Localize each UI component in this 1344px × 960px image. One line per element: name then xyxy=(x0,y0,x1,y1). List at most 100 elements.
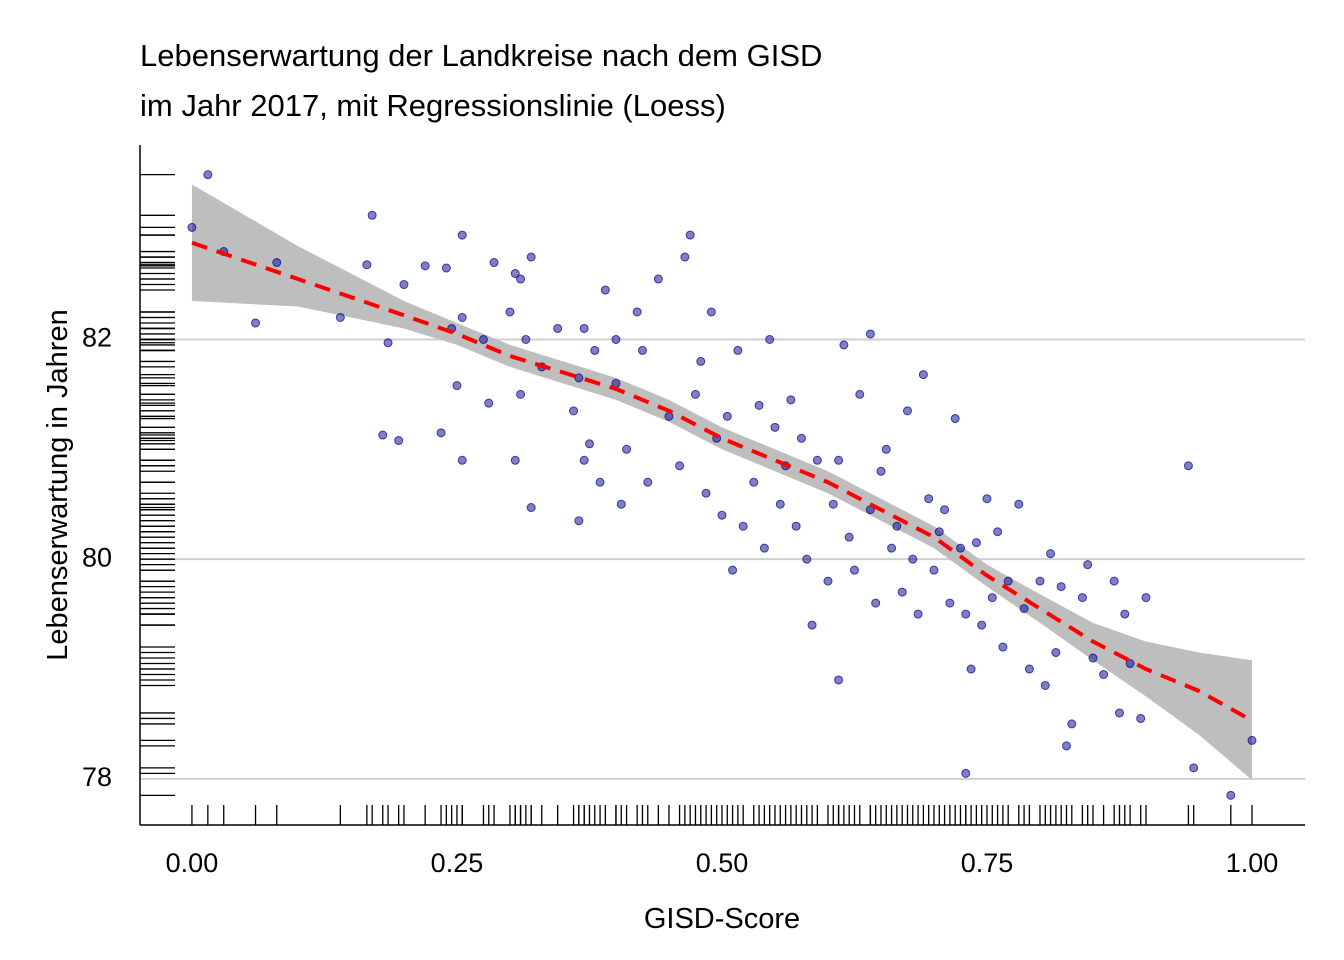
point xyxy=(367,210,377,220)
y-tick-label: 80 xyxy=(82,542,112,572)
point xyxy=(251,318,261,328)
point xyxy=(828,499,838,509)
point xyxy=(876,466,886,476)
point xyxy=(977,620,987,630)
point xyxy=(1024,664,1034,674)
point xyxy=(786,395,796,405)
x-tick-label: 0.75 xyxy=(961,848,1014,878)
point xyxy=(924,494,934,504)
point xyxy=(484,398,494,408)
point xyxy=(510,455,520,465)
point xyxy=(690,389,700,399)
point xyxy=(1035,576,1045,586)
point xyxy=(839,340,849,350)
point xyxy=(584,439,594,449)
point xyxy=(457,312,467,322)
point xyxy=(849,565,859,575)
point xyxy=(812,455,822,465)
point xyxy=(844,532,854,542)
point xyxy=(632,307,642,317)
point xyxy=(754,400,764,410)
point xyxy=(579,455,589,465)
point xyxy=(1109,576,1119,586)
point xyxy=(1051,648,1061,658)
point xyxy=(1019,604,1029,614)
point xyxy=(892,521,902,531)
point xyxy=(378,430,388,440)
point xyxy=(579,323,589,333)
point xyxy=(457,455,467,465)
point xyxy=(1014,499,1024,509)
point xyxy=(791,521,801,531)
point xyxy=(187,222,197,232)
point xyxy=(1183,461,1193,471)
chart-title: im Jahr 2017, mit Regressionslinie (Loes… xyxy=(140,88,726,123)
point xyxy=(865,329,875,339)
point xyxy=(897,587,907,597)
point xyxy=(961,609,971,619)
point xyxy=(1003,576,1013,586)
x-tick-label: 0.00 xyxy=(166,848,219,878)
point xyxy=(574,373,584,383)
point xyxy=(272,258,282,268)
point xyxy=(516,274,526,284)
point xyxy=(934,527,944,537)
point xyxy=(706,307,716,317)
point xyxy=(394,436,404,446)
point xyxy=(971,538,981,548)
point xyxy=(1114,708,1124,718)
point xyxy=(399,280,409,290)
y-tick-label: 78 xyxy=(82,762,112,792)
point xyxy=(1067,719,1077,729)
point xyxy=(622,444,632,454)
point xyxy=(452,381,462,391)
point xyxy=(807,620,817,630)
point xyxy=(611,334,621,344)
point xyxy=(436,428,446,438)
point xyxy=(855,389,865,399)
point xyxy=(637,345,647,355)
point xyxy=(1088,653,1098,663)
point xyxy=(940,505,950,515)
point xyxy=(680,252,690,262)
point xyxy=(441,263,451,273)
point xyxy=(553,323,563,333)
point xyxy=(738,521,748,531)
point xyxy=(802,554,812,564)
point xyxy=(1226,790,1236,800)
point xyxy=(1136,713,1146,723)
y-tick-label: 82 xyxy=(82,323,112,353)
point xyxy=(590,345,600,355)
x-tick-label: 1.00 xyxy=(1226,848,1279,878)
x-tick-label: 0.25 xyxy=(431,848,484,878)
point xyxy=(1120,609,1130,619)
point xyxy=(574,516,584,526)
point xyxy=(1046,549,1056,559)
point xyxy=(770,422,780,432)
point xyxy=(383,338,393,348)
point xyxy=(1056,582,1066,592)
point xyxy=(1083,560,1093,570)
point xyxy=(945,598,955,608)
chart-title: Lebenserwartung der Landkreise nach dem … xyxy=(140,38,822,73)
point xyxy=(722,411,732,421)
point xyxy=(918,370,928,380)
point xyxy=(526,503,536,513)
point xyxy=(775,499,785,509)
point xyxy=(728,565,738,575)
point xyxy=(733,345,743,355)
point xyxy=(521,334,531,344)
point xyxy=(1125,659,1135,669)
point xyxy=(902,406,912,416)
x-tick-label: 0.50 xyxy=(696,848,749,878)
y-axis-title: Lebenserwartung in Jahren xyxy=(42,309,74,660)
point xyxy=(510,269,520,279)
point xyxy=(765,334,775,344)
point xyxy=(653,274,663,284)
point xyxy=(526,252,536,262)
point xyxy=(1247,735,1257,745)
point xyxy=(887,543,897,553)
point xyxy=(203,170,213,180)
point xyxy=(1141,593,1151,603)
